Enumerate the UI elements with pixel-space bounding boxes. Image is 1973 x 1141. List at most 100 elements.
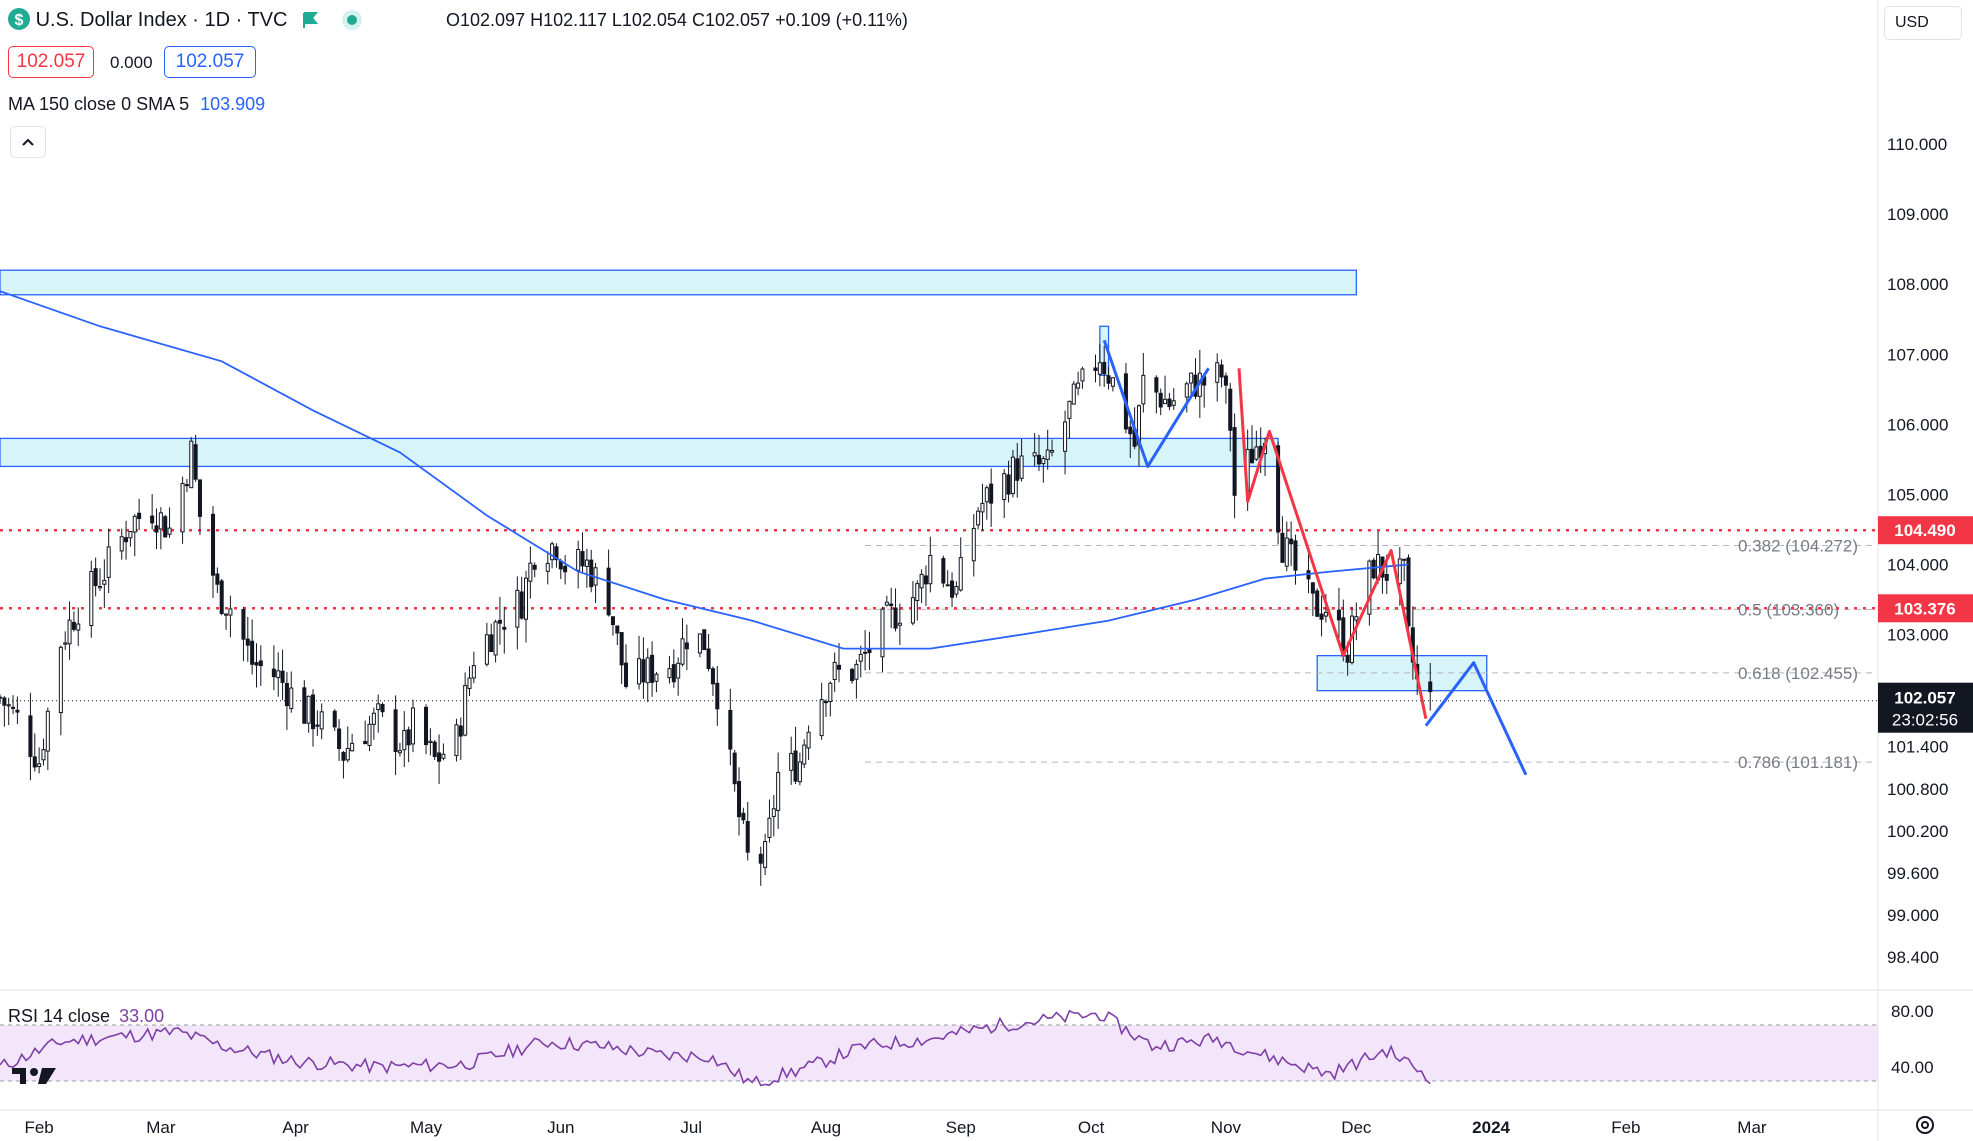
candle-down xyxy=(250,640,255,665)
ohlc-close: 102.057 xyxy=(704,10,771,30)
symbol-header[interactable]: $ U.S. Dollar Index · 1D · TVC xyxy=(8,8,363,32)
candle-up xyxy=(771,808,776,817)
projection-drawing xyxy=(1424,661,1528,776)
candle-up xyxy=(528,562,533,582)
candle-up xyxy=(1110,377,1115,387)
candle-down xyxy=(245,638,250,646)
candle-down xyxy=(563,565,568,573)
candle-up xyxy=(402,730,407,751)
candle-up xyxy=(119,536,124,552)
collapse-legend-button[interactable] xyxy=(10,126,46,158)
candle-down xyxy=(684,642,689,650)
candle-up xyxy=(1050,450,1055,453)
price-axis-tick: 105.000 xyxy=(1887,485,1948,504)
candle-up xyxy=(1002,473,1007,501)
candle-down xyxy=(623,662,629,687)
price-axis-tick: 99.600 xyxy=(1887,864,1939,883)
price-axis-tick: 110.000 xyxy=(1887,135,1947,154)
candle-up xyxy=(980,502,985,513)
candle-up xyxy=(523,577,529,620)
indicator-label: MA 150 close 0 SMA 5 xyxy=(8,94,190,114)
candle-up xyxy=(63,642,68,645)
candle-down xyxy=(1315,590,1320,617)
candle-down xyxy=(193,444,198,480)
candle-down xyxy=(671,664,676,683)
candle-down xyxy=(15,709,20,713)
candle-down xyxy=(737,781,742,818)
candle-down xyxy=(32,756,37,768)
candle-up xyxy=(1397,558,1402,585)
tradingview-logo-icon[interactable] xyxy=(12,1062,60,1086)
candle-down xyxy=(650,654,655,683)
price-axis-tick: 107.000 xyxy=(1887,345,1948,364)
candle-down xyxy=(302,687,307,724)
candle-up xyxy=(806,731,811,749)
ohlc-close-label: C xyxy=(691,10,705,30)
candle-up xyxy=(763,841,768,868)
candle-down xyxy=(341,751,346,761)
candle-down xyxy=(154,525,159,533)
candle-down xyxy=(393,709,398,753)
candle-up xyxy=(1163,398,1168,405)
candle-up xyxy=(1045,449,1050,460)
candle-down xyxy=(589,559,594,588)
ohlc-open: 102.097 xyxy=(460,10,526,30)
candle-down xyxy=(241,609,246,640)
candle-down xyxy=(1167,398,1172,408)
candle-down xyxy=(2,697,7,706)
fib-level-label: 0.382 (104.272) xyxy=(1738,536,1858,555)
candle-down xyxy=(1384,574,1389,581)
candle-down xyxy=(502,626,507,630)
candle-down xyxy=(1371,559,1376,579)
price-axis-tick: 108.000 xyxy=(1887,275,1948,294)
candle-up xyxy=(1171,400,1176,406)
candle-up xyxy=(1254,446,1259,460)
candle-down xyxy=(836,664,842,670)
candle-up xyxy=(910,597,915,624)
candle-up xyxy=(1080,368,1085,382)
candle-up xyxy=(776,771,781,811)
candle-up xyxy=(819,699,824,737)
ohlc-high: 102.117 xyxy=(543,10,607,30)
candle-up xyxy=(11,706,16,709)
currency-selector[interactable]: USD xyxy=(1884,6,1962,40)
candle-down xyxy=(332,710,337,728)
candle-down xyxy=(950,580,955,598)
chevron-up-icon xyxy=(22,138,34,146)
candle-down xyxy=(867,649,872,654)
candle-down xyxy=(437,752,442,762)
fib-level-label: 0.786 (101.181) xyxy=(1738,753,1858,772)
candle-up xyxy=(319,711,324,730)
sell-price-button[interactable]: 102.057 xyxy=(8,46,94,78)
rsi-label: RSI 14 close xyxy=(8,1006,111,1026)
indicator-legend[interactable]: MA 150 close 0 SMA 5 103.909 xyxy=(8,94,265,115)
candle-down xyxy=(706,648,711,670)
candle-down xyxy=(1293,540,1298,571)
candle-up xyxy=(45,710,50,752)
candle-down xyxy=(1336,609,1341,621)
candle-up xyxy=(106,546,111,578)
candle-up xyxy=(697,633,702,654)
blue-trend-drawing xyxy=(1102,339,1210,468)
candle-up xyxy=(367,723,372,746)
candle-up xyxy=(954,586,959,595)
candle-up xyxy=(306,695,311,724)
time-axis-tick: Feb xyxy=(1611,1118,1640,1137)
candle-down xyxy=(497,619,502,624)
settings-gear-icon[interactable] xyxy=(1913,1113,1937,1137)
candle-up xyxy=(584,559,589,567)
candle-up xyxy=(897,622,902,626)
rsi-legend[interactable]: RSI 14 close 33.00 xyxy=(8,1006,164,1027)
candle-up xyxy=(645,657,650,684)
candle-down xyxy=(28,715,33,757)
candle-up xyxy=(1067,400,1072,419)
red-level-badge xyxy=(1878,516,1973,545)
candle-down xyxy=(728,709,733,750)
candle-up xyxy=(97,585,103,589)
candle-up xyxy=(428,740,433,744)
green-flag-icon[interactable] xyxy=(301,11,319,29)
buy-price-button[interactable]: 102.057 xyxy=(164,46,256,78)
candle-up xyxy=(276,670,281,679)
candle-up xyxy=(1019,455,1024,479)
